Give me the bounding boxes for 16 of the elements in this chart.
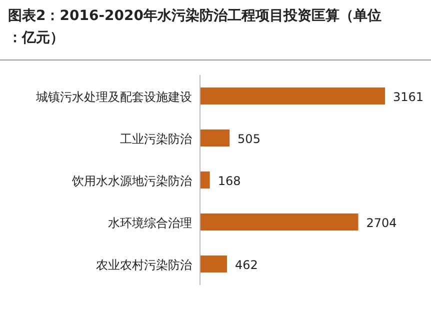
data-label: 3161: [393, 90, 424, 104]
data-label: 2704: [366, 216, 397, 230]
y-tick-label: 饮用水水源地污染防治: [71, 174, 192, 188]
y-tick-label: 农业农村污染防治: [96, 258, 192, 272]
bar: [200, 214, 358, 230]
y-tick-label: 工业污染防治: [120, 132, 192, 146]
bar: [200, 130, 230, 146]
bar: [200, 256, 228, 272]
chart-title: 图表2：2016-2020年水污染防治工程项目投资匡算（单位：亿元）: [8, 7, 382, 46]
bar: [200, 88, 385, 104]
y-tick-label: 水环境综合治理: [108, 216, 192, 230]
data-label: 168: [218, 174, 241, 188]
data-label: 462: [235, 258, 258, 272]
data-label: 505: [238, 132, 260, 146]
y-tick-label: 城镇污水处理及配套设施建设: [35, 90, 192, 104]
bar: [200, 172, 210, 188]
